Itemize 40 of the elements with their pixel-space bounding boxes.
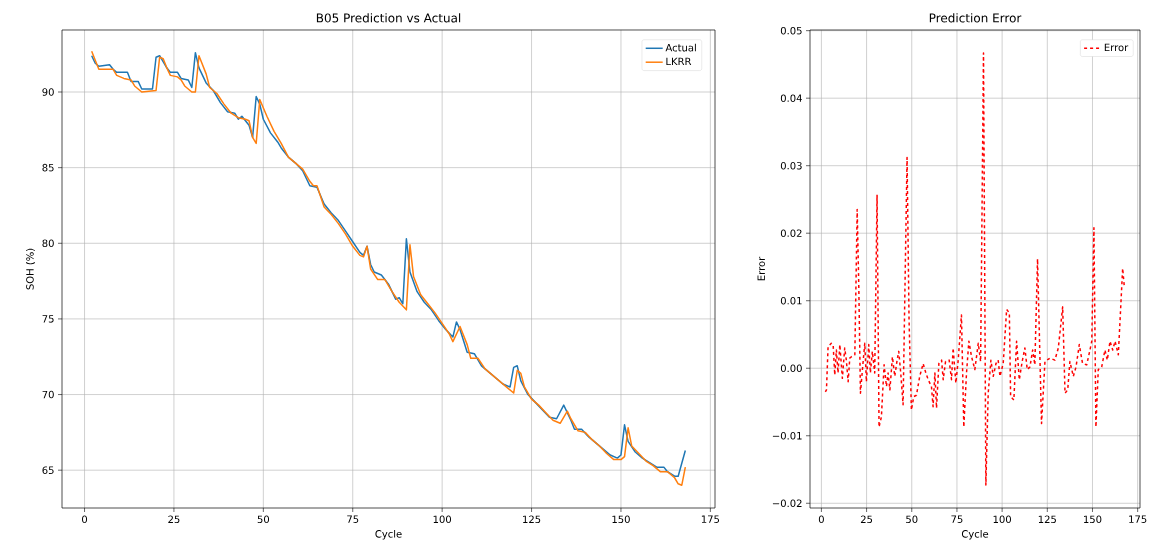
x-tick-label: 25 bbox=[168, 515, 180, 524]
legend-label: LKRR bbox=[666, 57, 692, 66]
y-tick-label: 80 bbox=[42, 239, 54, 248]
x-tick-label: 0 bbox=[82, 515, 88, 524]
legend-label: Actual bbox=[665, 43, 696, 52]
x-tick-label: 150 bbox=[612, 515, 630, 524]
x-tick-label: 75 bbox=[951, 515, 963, 523]
x-axis-title: Cycle bbox=[375, 529, 402, 540]
y-tick-label: 0.01 bbox=[780, 296, 802, 305]
x-tick-label: 25 bbox=[860, 515, 873, 524]
y-tick-label: 85 bbox=[42, 163, 54, 172]
line-series bbox=[824, 52, 1126, 486]
legend-label: Error bbox=[1104, 43, 1129, 52]
y-axis-title: SOH (%) bbox=[26, 248, 35, 290]
x-tick-label: 50 bbox=[906, 515, 918, 524]
y-tick-label: 0.05 bbox=[780, 26, 802, 35]
y-tick-label: 0.02 bbox=[780, 229, 802, 237]
chart-title: Prediction Error bbox=[929, 13, 1022, 23]
y-tick-label: 70 bbox=[42, 390, 54, 399]
x-tick-label: 50 bbox=[257, 515, 270, 524]
y-tick-label: 90 bbox=[42, 88, 54, 96]
x-tick-label: 100 bbox=[433, 515, 452, 524]
x-tick-label: 125 bbox=[523, 515, 541, 524]
x-tick-label: 75 bbox=[347, 515, 359, 523]
y-tick-label: 0.03 bbox=[780, 161, 802, 170]
y-axis-title: Error bbox=[757, 256, 765, 281]
y-tick-label: 75 bbox=[42, 315, 54, 323]
y-tick-label: 0.00 bbox=[780, 364, 802, 373]
chart-title: B05 Prediction vs Actual bbox=[316, 13, 461, 23]
x-tick-label: 150 bbox=[1084, 515, 1102, 524]
y-tick-label: 65 bbox=[42, 466, 54, 474]
x-axis-title: Cycle bbox=[961, 529, 989, 540]
x-tick-label: 100 bbox=[993, 515, 1011, 524]
y-tick-label: −0.01 bbox=[772, 431, 802, 440]
x-tick-label: 0 bbox=[818, 515, 824, 524]
x-tick-label: 175 bbox=[1129, 515, 1147, 523]
x-tick-label: 175 bbox=[701, 515, 720, 523]
y-tick-label: −0.02 bbox=[772, 499, 802, 508]
y-tick-label: 0.04 bbox=[780, 94, 802, 102]
x-tick-label: 125 bbox=[1038, 515, 1056, 524]
